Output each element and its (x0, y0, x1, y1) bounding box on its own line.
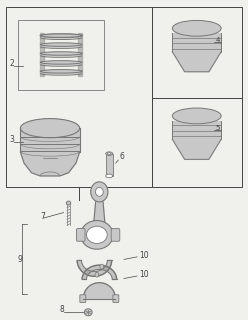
Polygon shape (82, 265, 117, 279)
Polygon shape (172, 139, 221, 159)
Ellipse shape (91, 182, 108, 202)
FancyBboxPatch shape (111, 228, 120, 241)
Ellipse shape (40, 35, 82, 39)
Polygon shape (20, 152, 80, 176)
Text: 5: 5 (215, 125, 220, 131)
FancyBboxPatch shape (172, 33, 221, 52)
Ellipse shape (87, 226, 107, 244)
Ellipse shape (40, 69, 82, 73)
Ellipse shape (95, 272, 99, 277)
Ellipse shape (40, 34, 82, 37)
Ellipse shape (106, 174, 113, 178)
Polygon shape (93, 202, 105, 230)
Ellipse shape (107, 153, 111, 155)
Text: 9: 9 (18, 255, 23, 264)
Polygon shape (83, 283, 115, 299)
Ellipse shape (40, 43, 82, 46)
FancyBboxPatch shape (20, 128, 80, 152)
Ellipse shape (81, 220, 113, 249)
Ellipse shape (40, 61, 82, 64)
Ellipse shape (172, 108, 221, 124)
FancyBboxPatch shape (106, 154, 113, 176)
Polygon shape (77, 260, 112, 276)
Text: 2: 2 (9, 59, 14, 68)
Ellipse shape (40, 70, 82, 75)
Ellipse shape (95, 188, 103, 196)
FancyBboxPatch shape (80, 295, 86, 302)
Polygon shape (172, 52, 221, 72)
FancyBboxPatch shape (76, 228, 85, 241)
FancyBboxPatch shape (113, 295, 119, 302)
Text: 8: 8 (60, 305, 65, 314)
Ellipse shape (40, 52, 82, 57)
Ellipse shape (66, 201, 71, 205)
Ellipse shape (84, 309, 92, 316)
Ellipse shape (106, 152, 113, 156)
Ellipse shape (40, 34, 82, 37)
Ellipse shape (172, 20, 221, 36)
Text: 10: 10 (139, 270, 148, 279)
Ellipse shape (20, 119, 80, 138)
FancyBboxPatch shape (172, 121, 221, 139)
Ellipse shape (40, 61, 82, 66)
Ellipse shape (100, 264, 104, 269)
Ellipse shape (40, 44, 82, 48)
Text: 3: 3 (9, 135, 14, 144)
Text: 4: 4 (215, 37, 220, 43)
Text: 6: 6 (119, 152, 124, 161)
Text: 7: 7 (40, 212, 45, 221)
Ellipse shape (40, 52, 82, 55)
Text: 10: 10 (139, 251, 148, 260)
